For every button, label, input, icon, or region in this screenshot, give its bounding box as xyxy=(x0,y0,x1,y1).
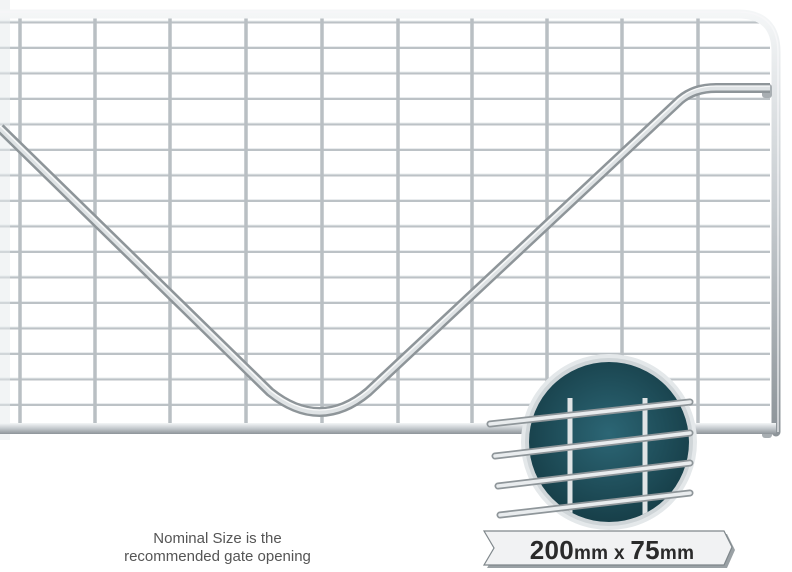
mesh-size-badge xyxy=(482,354,735,568)
note-line-2: recommended gate opening xyxy=(124,548,311,565)
gate-bottom-rail xyxy=(0,423,776,434)
size-unit: mm xyxy=(573,543,609,564)
size-unit-2: mm xyxy=(659,543,695,564)
mesh-size-label: 200mm x 75mm xyxy=(503,532,721,568)
nominal-size-note: Nominal Size is the recommended gate ope… xyxy=(95,530,340,566)
note-line-1: Nominal Size is the xyxy=(153,530,282,547)
size-value: 200 xyxy=(529,535,574,565)
size-separator: x xyxy=(608,543,631,564)
gate-top-rail xyxy=(0,9,781,437)
size-value-2: 75 xyxy=(630,535,660,565)
